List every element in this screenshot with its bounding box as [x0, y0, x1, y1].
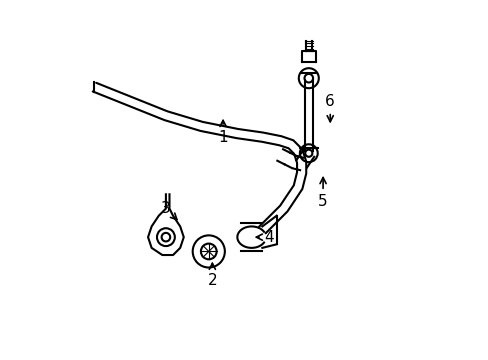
Text: 4: 4	[256, 230, 274, 245]
Text: 6: 6	[325, 94, 334, 122]
Text: 5: 5	[318, 177, 327, 209]
Text: 1: 1	[218, 120, 227, 145]
Text: 3: 3	[161, 201, 177, 220]
Text: 2: 2	[207, 263, 217, 288]
